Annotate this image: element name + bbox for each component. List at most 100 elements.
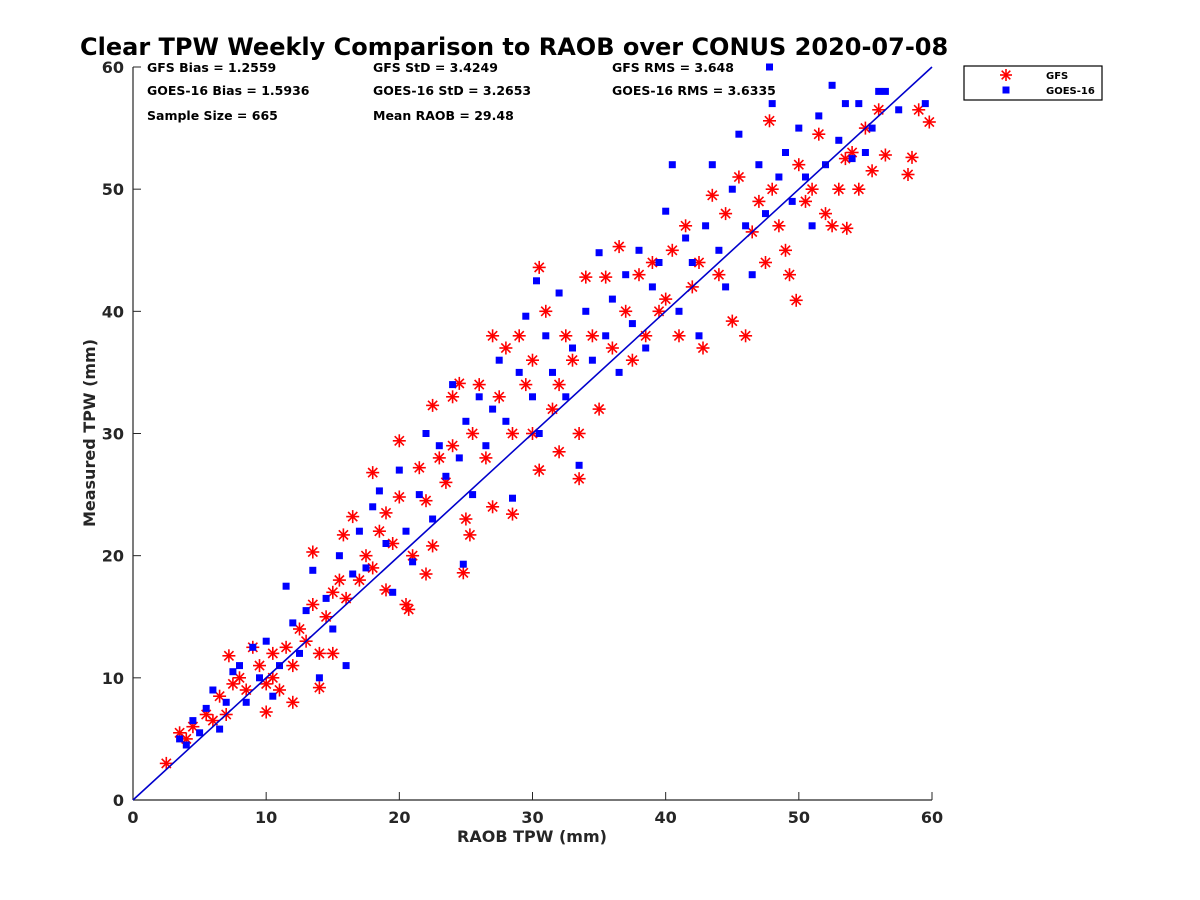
gfs-point — [233, 671, 246, 685]
gfs-point — [605, 341, 619, 355]
gfs-point-stroke — [580, 271, 591, 283]
gfs-point-stroke — [553, 379, 565, 390]
goes16-point — [728, 185, 736, 193]
goes16-point — [695, 332, 703, 340]
gfs-point-stroke — [573, 473, 585, 484]
goes16-point — [702, 222, 710, 230]
gfs-point-stroke — [653, 306, 665, 317]
goes16-point — [655, 259, 663, 266]
gfs-point — [792, 158, 806, 172]
gfs-point-stroke — [474, 379, 485, 390]
gfs-point — [312, 646, 326, 660]
goes16-point — [389, 588, 397, 596]
x-axis-label: RAOB TPW (mm) — [457, 827, 607, 846]
gfs-point-stroke — [906, 152, 918, 163]
gfs-point-stroke — [367, 562, 378, 574]
gfs-point — [486, 329, 500, 343]
gfs-point — [486, 500, 500, 514]
goes16-point — [602, 332, 610, 340]
gfs-point — [359, 549, 373, 563]
gfs-point — [532, 463, 546, 477]
gfs-point — [336, 528, 350, 542]
gfs-point — [273, 683, 286, 697]
gfs-point — [566, 353, 579, 367]
goes16-point — [489, 405, 497, 413]
gfs-point — [463, 528, 477, 542]
goes16-point — [735, 130, 743, 138]
y-tick-label: 40 — [102, 302, 124, 321]
goes16-point — [881, 87, 889, 95]
gfs-point-stroke — [280, 642, 292, 653]
goes16-point — [355, 527, 363, 535]
gfs-point-stroke — [447, 440, 458, 451]
gfs-point-stroke — [507, 428, 518, 439]
goes16-point — [242, 698, 250, 706]
gfs-point — [506, 507, 519, 521]
goes16-point — [509, 494, 516, 502]
goes16-point — [875, 87, 883, 95]
goes16-point — [808, 222, 816, 230]
gfs-point-stroke — [880, 149, 891, 161]
gfs-point — [366, 466, 380, 480]
gfs-point-stroke — [841, 223, 852, 234]
gfs-point-stroke — [234, 672, 245, 683]
gfs-point — [905, 150, 919, 164]
gfs-point — [819, 207, 832, 221]
goes16-point — [335, 552, 343, 560]
gfs-point — [712, 268, 726, 282]
gfs-point — [739, 329, 753, 343]
gfs-point-stroke — [902, 169, 914, 180]
gfs-point-stroke — [334, 574, 345, 586]
gfs-point — [332, 573, 346, 587]
gfs-point-stroke — [627, 355, 638, 366]
gfs-point-stroke — [727, 315, 738, 327]
goes16-point — [622, 271, 630, 279]
gfs-point — [765, 182, 779, 196]
gfs-point — [206, 714, 220, 728]
goes16-point — [802, 173, 809, 181]
legend-box — [963, 65, 1103, 101]
goes16-point — [861, 149, 869, 156]
gfs-point — [319, 610, 333, 624]
gfs-point — [512, 329, 526, 343]
goes16-point — [668, 161, 676, 169]
gfs-point-stroke — [753, 196, 765, 207]
gfs-point — [326, 646, 340, 660]
gfs-point — [306, 598, 320, 611]
x-tick-label: 10 — [255, 808, 277, 827]
gfs-point — [479, 451, 493, 465]
gfs-point-stroke — [420, 495, 432, 506]
y-tick-label: 50 — [102, 180, 124, 199]
gfs-point-stroke — [207, 715, 219, 726]
gfs-point — [705, 188, 719, 202]
stat-mean-raob: Mean RAOB = 29.48 — [373, 108, 514, 123]
x-tick-label: 0 — [127, 808, 138, 827]
goes16-point — [362, 564, 370, 572]
goes16-point — [342, 662, 350, 670]
goes16-point — [642, 344, 650, 352]
gfs-point-stroke — [400, 599, 412, 610]
gfs-point-stroke — [414, 462, 425, 473]
gfs-point — [226, 677, 240, 691]
gfs-point-stroke — [380, 507, 392, 519]
gfs-point-stroke — [327, 648, 338, 659]
goes16-point — [921, 100, 929, 108]
goes16-point — [182, 741, 190, 749]
gfs-point — [789, 293, 803, 307]
gfs-point — [293, 622, 306, 636]
gfs-point — [446, 439, 460, 453]
goes16-point — [662, 207, 670, 215]
gfs-point-stroke — [467, 428, 478, 439]
x-tick-label: 30 — [521, 808, 543, 827]
gfs-point-stroke — [427, 400, 438, 411]
gfs-point — [665, 243, 679, 257]
gfs-point-stroke — [340, 593, 352, 604]
gfs-point-stroke — [697, 342, 709, 354]
goes16-point — [841, 100, 849, 108]
gfs-point — [719, 207, 733, 221]
goes16-point — [309, 566, 317, 574]
gfs-point — [872, 103, 886, 117]
gfs-point-stroke — [420, 568, 432, 580]
gfs-point — [852, 182, 866, 196]
gfs-point-stroke — [460, 513, 472, 525]
